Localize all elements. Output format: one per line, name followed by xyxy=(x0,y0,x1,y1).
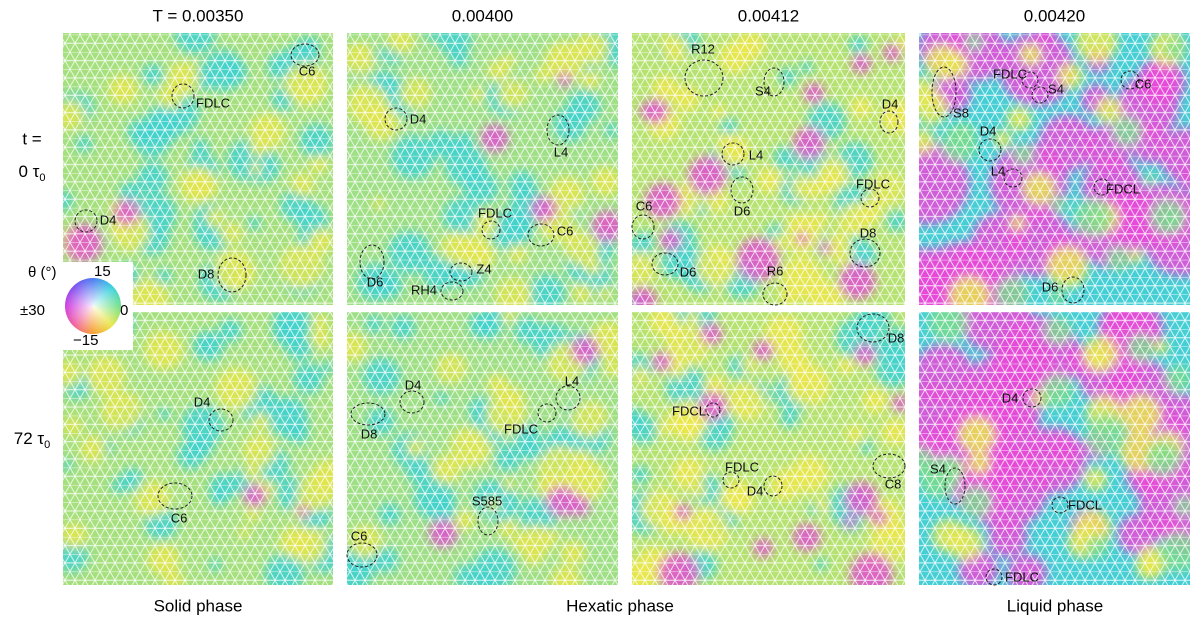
defect-label: D4 xyxy=(980,123,997,138)
defect-label: R12 xyxy=(691,41,715,56)
defect-label: L4 xyxy=(554,144,568,159)
defect-label: D4 xyxy=(405,377,422,392)
defect-label: FDLC xyxy=(856,176,890,191)
lattice xyxy=(63,312,333,585)
defect-label: D6 xyxy=(1042,279,1059,294)
defect-label: D4 xyxy=(747,483,764,498)
defect-label: C6 xyxy=(557,223,574,238)
defect-label: D8 xyxy=(860,225,877,240)
snapshot-panel xyxy=(887,20,1192,335)
column-title: 0.00400 xyxy=(452,6,513,25)
defect-label: L4 xyxy=(749,147,763,162)
defect-label: C8 xyxy=(885,476,902,491)
defect-label: FDLC xyxy=(196,95,230,110)
row-label: 0 τ0 xyxy=(18,162,45,183)
lattice xyxy=(919,312,1190,585)
snapshot-panel xyxy=(615,292,916,599)
color-wheel xyxy=(65,278,121,334)
defect-label: D4 xyxy=(1002,390,1019,405)
defect-label: D4 xyxy=(882,96,899,111)
column-title: 0.00412 xyxy=(738,6,799,25)
legend-left: ±30 xyxy=(20,302,45,319)
defect-label: D4 xyxy=(100,212,117,227)
lattice xyxy=(632,312,905,585)
defect-label: Z4 xyxy=(476,261,491,276)
defect-label: C6 xyxy=(351,528,368,543)
defect-label: C6 xyxy=(299,63,316,78)
defect-label: D6 xyxy=(367,274,384,289)
defect-label: D6 xyxy=(680,264,697,279)
snapshot-panel xyxy=(892,278,1192,593)
defect-label: D6 xyxy=(734,203,751,218)
defect-label: FDLC xyxy=(478,205,512,220)
row-label-main: 72 τ xyxy=(14,429,45,448)
defect-label: D4 xyxy=(410,111,427,126)
defect-label: R6 xyxy=(767,263,784,278)
row-label-sub: 0 xyxy=(39,172,45,184)
defect-label: S585 xyxy=(472,493,502,508)
legend-right: 0 xyxy=(120,302,128,319)
defect-label: D4 xyxy=(194,394,211,409)
defect-label: FDLC xyxy=(1005,569,1039,584)
phase-label: Liquid phase xyxy=(1007,596,1103,615)
defect-label: FDLC xyxy=(725,459,759,474)
defect-label: S4 xyxy=(1048,81,1064,96)
defect-label: S4 xyxy=(755,83,771,98)
defect-label: S4 xyxy=(930,461,946,476)
figure-canvas: C6 FDLC D4 D8 D4 L4 FDLC C6 D6 Z4 RH4 R12 S4 D4 L4 FDLC… xyxy=(0,0,1192,621)
phase-label: Solid phase xyxy=(154,596,243,615)
defect-label: FDLC xyxy=(504,421,538,436)
defect-label: D8 xyxy=(198,266,215,281)
row-label-main: 0 τ xyxy=(18,162,39,181)
defect-label: FDCL xyxy=(1106,181,1140,196)
defect-label: C6 xyxy=(1135,76,1152,91)
row-label-sub: 0 xyxy=(44,439,50,451)
lattice xyxy=(919,33,1190,305)
defect-label: C6 xyxy=(171,510,188,525)
lattice xyxy=(347,312,618,585)
snapshot-panel xyxy=(613,24,917,319)
defect-label: L4 xyxy=(565,373,579,388)
defect-label: RH4 xyxy=(411,282,437,297)
row-label-lead: t = xyxy=(22,129,41,148)
defect-label: D8 xyxy=(888,330,905,345)
defect-label: FDLC xyxy=(993,66,1027,81)
column-title: 0.00420 xyxy=(1024,6,1085,25)
column-title: T = 0.00350 xyxy=(153,6,244,25)
defect-label: L4 xyxy=(991,163,1005,178)
defect-label: FDCL xyxy=(1068,497,1102,512)
figure: C6 FDLC D4 D8 D4 L4 FDLC C6 D6 Z4 RH4 R12 S4 D4 L4 FDLC… xyxy=(0,0,1192,621)
snapshot-panel xyxy=(330,300,627,598)
legend-title: θ (°) xyxy=(28,264,57,281)
color-legend: θ (°) 15 0 −15 ±30 xyxy=(18,262,133,350)
defect-label: FDCL xyxy=(672,403,706,418)
phase-label: Hexatic phase xyxy=(566,596,674,615)
defect-label: D8 xyxy=(361,426,378,441)
row-label: 72 τ0 xyxy=(14,429,50,450)
defect-label: C6 xyxy=(636,198,653,213)
defect-label: S8 xyxy=(953,105,969,120)
legend-bottom: −15 xyxy=(73,332,98,349)
